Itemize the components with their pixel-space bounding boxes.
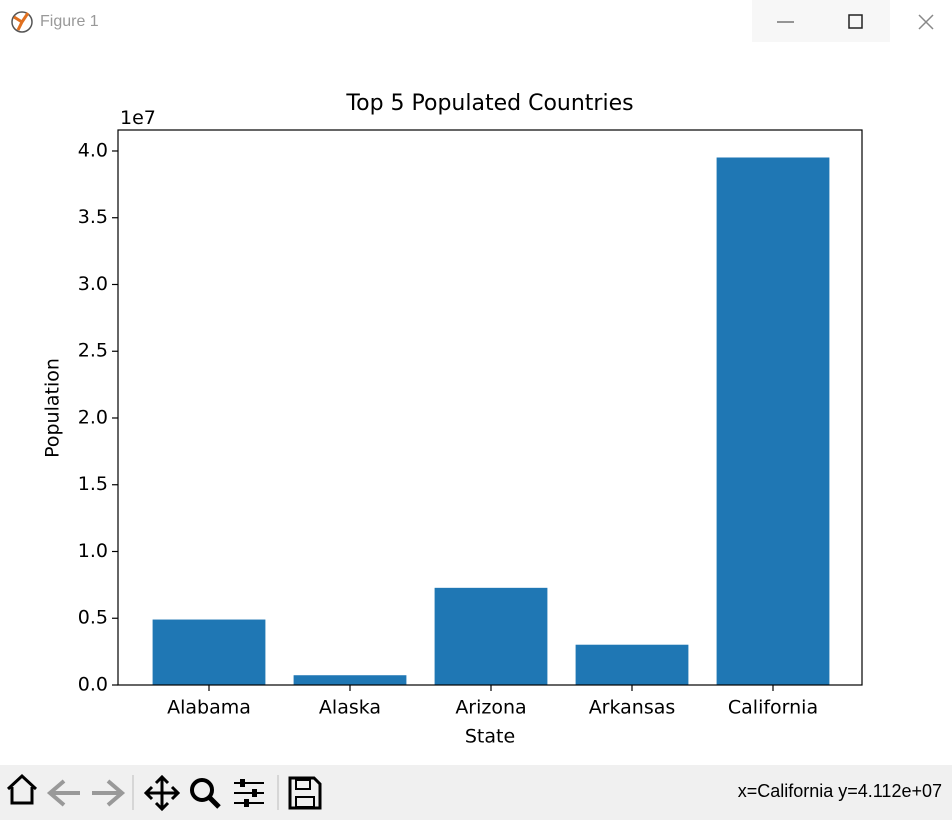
window-controls xyxy=(752,0,934,42)
y-tick-label: 3.0 xyxy=(78,273,108,295)
status-text: x=California y=4.112e+07 xyxy=(737,781,942,801)
save-button[interactable] xyxy=(288,776,322,810)
zoom-button[interactable] xyxy=(190,778,221,809)
bar xyxy=(575,644,689,685)
toolbar: x=California y=4.112e+07 xyxy=(0,765,952,820)
x-axis-label: State xyxy=(465,726,515,748)
axes-frame xyxy=(117,129,863,686)
forward-button[interactable] xyxy=(92,779,126,807)
y-tick-label: 4.0 xyxy=(78,139,108,161)
chart: Top 5 Populated Countries State Populati… xyxy=(42,91,863,748)
y-offset-label: 1e7 xyxy=(120,107,156,129)
y-tick-label: 3.5 xyxy=(78,206,108,228)
close-button[interactable] xyxy=(918,14,934,30)
pan-button[interactable] xyxy=(143,774,181,812)
x-tick-label: California xyxy=(728,697,818,719)
window-title: Figure 1 xyxy=(40,13,99,30)
home-button[interactable] xyxy=(6,773,38,805)
x-tick-label: Alaska xyxy=(319,697,381,719)
x-tick-label: Arizona xyxy=(455,697,526,719)
bar xyxy=(152,619,266,685)
y-tick-label: 1.0 xyxy=(78,540,108,562)
bar xyxy=(293,675,407,685)
maximize-button[interactable] xyxy=(848,14,863,29)
x-tick-label: Arkansas xyxy=(589,697,676,719)
y-tick-label: 0.5 xyxy=(78,607,108,629)
chart-title: Top 5 Populated Countries xyxy=(345,91,633,116)
y-tick-label: 1.5 xyxy=(78,473,108,495)
bar xyxy=(434,587,548,685)
x-tick-label: Alabama xyxy=(167,697,251,719)
configure-button[interactable] xyxy=(234,779,264,807)
title-bar: Figure 1 xyxy=(0,0,952,44)
y-tick-label: 2.0 xyxy=(78,406,108,428)
y-axis-label: Population xyxy=(42,358,64,458)
app-icon xyxy=(11,11,33,33)
back-button[interactable] xyxy=(46,779,80,807)
y-tick-label: 0.0 xyxy=(78,674,108,696)
toolbar-buttons xyxy=(6,773,322,812)
bar xyxy=(716,157,830,685)
y-tick-label: 2.5 xyxy=(78,340,108,362)
